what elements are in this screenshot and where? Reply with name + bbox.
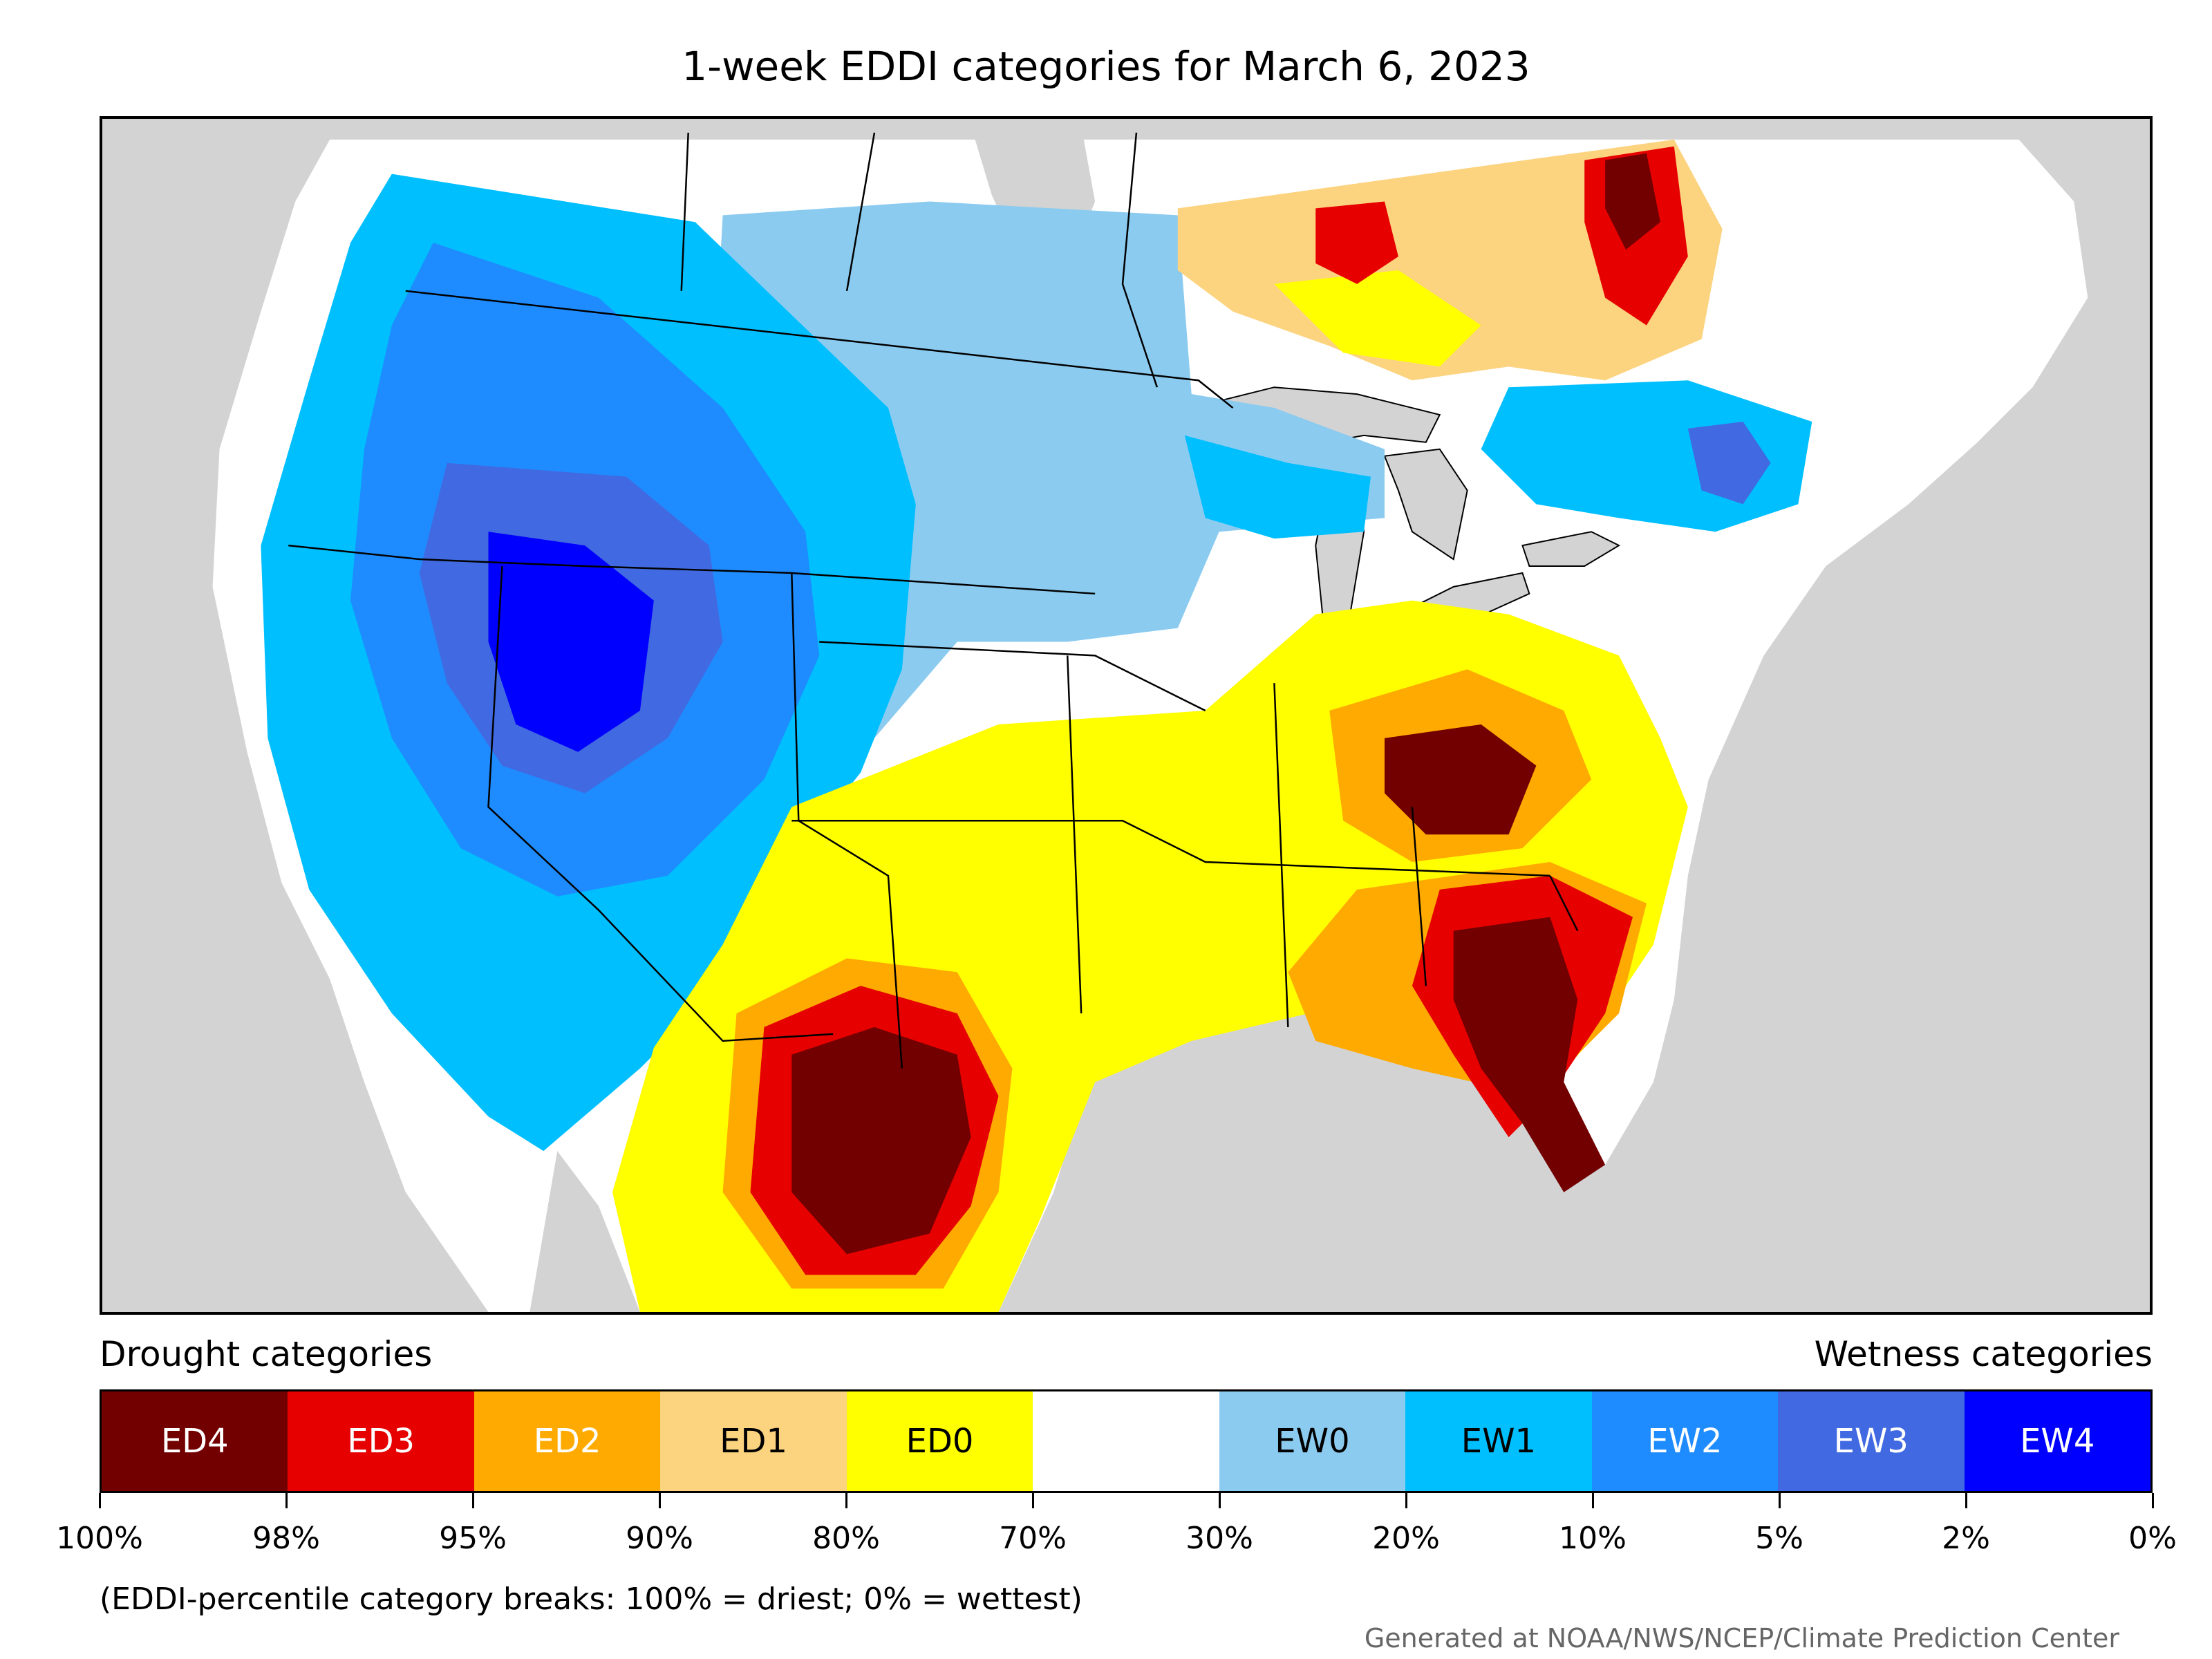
legend-segment-ew2: EW2 xyxy=(1591,1391,1779,1491)
legend-tick-label: 70% xyxy=(999,1521,1067,1556)
dry-ed4-florida xyxy=(1453,917,1606,1192)
lake-huron xyxy=(1383,448,1468,561)
border-lines xyxy=(288,132,1579,1069)
eddi-map xyxy=(100,116,2153,1315)
dry-ed4-quebec xyxy=(1605,153,1660,250)
legend-tick-label: 30% xyxy=(1185,1521,1253,1556)
legend-ticks xyxy=(98,1493,2154,1510)
dry-ed4-kentucky xyxy=(1384,724,1537,835)
legend-segment-ew1: EW1 xyxy=(1405,1391,1592,1491)
wet-ew1-greatlakes xyxy=(1184,435,1371,539)
legend-segment-ed3: ED3 xyxy=(288,1391,474,1491)
legend-segment-ed1: ED1 xyxy=(660,1391,847,1491)
legend-tick xyxy=(658,1493,661,1508)
legend-segment-ed0: ED0 xyxy=(846,1391,1033,1491)
legend-segment-ew0: EW0 xyxy=(1219,1391,1406,1491)
legend-tick-label: 0% xyxy=(2128,1521,2177,1556)
dry-ed4-texas xyxy=(791,1027,971,1255)
legend-tick xyxy=(1218,1493,1221,1508)
legend-tick xyxy=(1965,1493,1967,1508)
dry-ed0-ontario xyxy=(1274,270,1481,367)
legend-segment-ew3: EW3 xyxy=(1778,1391,1965,1491)
credit-text: Generated at NOAA/NWS/NCEP/Climate Predi… xyxy=(1364,1623,2119,1653)
legend-tick xyxy=(1778,1493,1781,1508)
legend-tick xyxy=(285,1493,288,1508)
legend-tick xyxy=(1405,1493,1407,1508)
category-note: (EDDI-percentile category breaks: 100% =… xyxy=(100,1582,1082,1617)
wet-ew3-newengland xyxy=(1687,421,1771,505)
legend-tick-label: 95% xyxy=(439,1521,507,1556)
legend-segment-ed2: ED2 xyxy=(474,1391,661,1491)
legend-tick xyxy=(471,1493,474,1508)
dry-ed3-ontario xyxy=(1315,201,1398,284)
legend-segment-ew4: EW4 xyxy=(1964,1391,2150,1491)
legend-tick xyxy=(98,1493,101,1508)
legend-tick-label: 98% xyxy=(252,1521,320,1556)
legend-tick xyxy=(845,1493,847,1508)
wet-ew4-nevada xyxy=(488,532,654,752)
map-title: 1-week EDDI categories for March 6, 2023 xyxy=(682,43,1530,90)
legend-tick xyxy=(1031,1493,1034,1508)
legend-tick-label: 90% xyxy=(626,1521,693,1556)
legend-tick xyxy=(1591,1493,1594,1508)
legend-tick xyxy=(2151,1493,2154,1508)
category-legend-bar: ED4 ED3 ED2 ED1 ED0 EW0 EW1 EW2 EW3 EW4 xyxy=(100,1389,2153,1493)
legend-tick-label: 2% xyxy=(1942,1521,1990,1556)
legend-tick-label: 10% xyxy=(1559,1521,1627,1556)
legend-tick-label: 20% xyxy=(1372,1521,1440,1556)
legend-tick-label: 100% xyxy=(56,1521,143,1556)
lake-ontario xyxy=(1521,531,1621,567)
legend-segment-ed4: ED4 xyxy=(102,1391,288,1491)
wetness-categories-label: Wetness categories xyxy=(1814,1334,2153,1374)
map-canvas xyxy=(212,125,2088,1312)
legend-segment-normal xyxy=(1033,1391,1219,1491)
legend-tick-label: 80% xyxy=(812,1521,880,1556)
legend-tick-label: 5% xyxy=(1755,1521,1803,1556)
drought-categories-label: Drought categories xyxy=(100,1334,433,1374)
